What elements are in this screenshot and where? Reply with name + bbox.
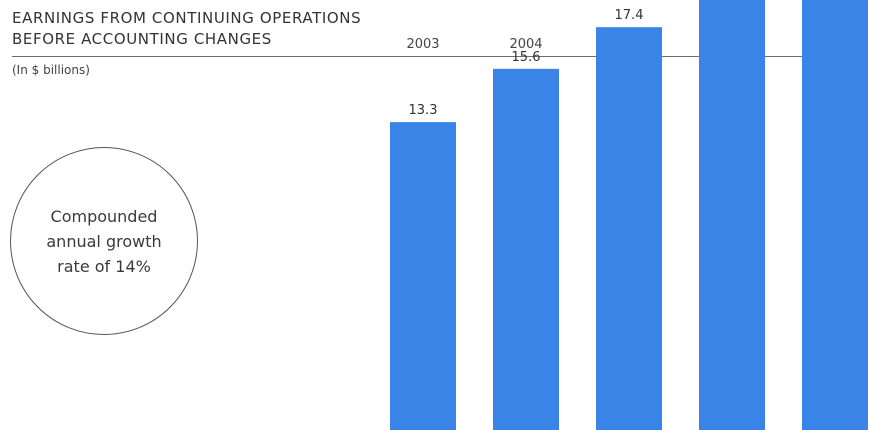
value-label-2004: 15.6 <box>512 50 541 65</box>
unit-label: (In $ billions) <box>12 63 90 77</box>
value-label-2005: 17.4 <box>615 8 644 23</box>
header-divider <box>12 56 867 57</box>
growth-rate-text: Compounded annual growth rate of 14% <box>46 206 162 276</box>
year-label-2003: 2003 <box>406 37 439 52</box>
bar-2006 <box>699 0 765 430</box>
chart-title: EARNINGS FROM CONTINUING OPERATIONS BEFO… <box>12 8 361 50</box>
value-label-2003: 13.3 <box>409 103 438 118</box>
chart-title-line-1: EARNINGS FROM CONTINUING OPERATIONS <box>12 9 362 27</box>
bar-2004 <box>493 68 559 430</box>
chart-title-line-2: BEFORE ACCOUNTING CHANGES <box>12 30 272 48</box>
year-label-2004: 2004 <box>509 37 542 52</box>
growth-rate-badge: Compounded annual growth rate of 14% <box>10 147 198 335</box>
bar-2005 <box>596 27 662 430</box>
bar-2003 <box>390 122 456 430</box>
bar-2007 <box>802 0 868 430</box>
value-labels: 13.315.617.419.422.5 <box>409 8 644 118</box>
bars <box>390 0 868 430</box>
